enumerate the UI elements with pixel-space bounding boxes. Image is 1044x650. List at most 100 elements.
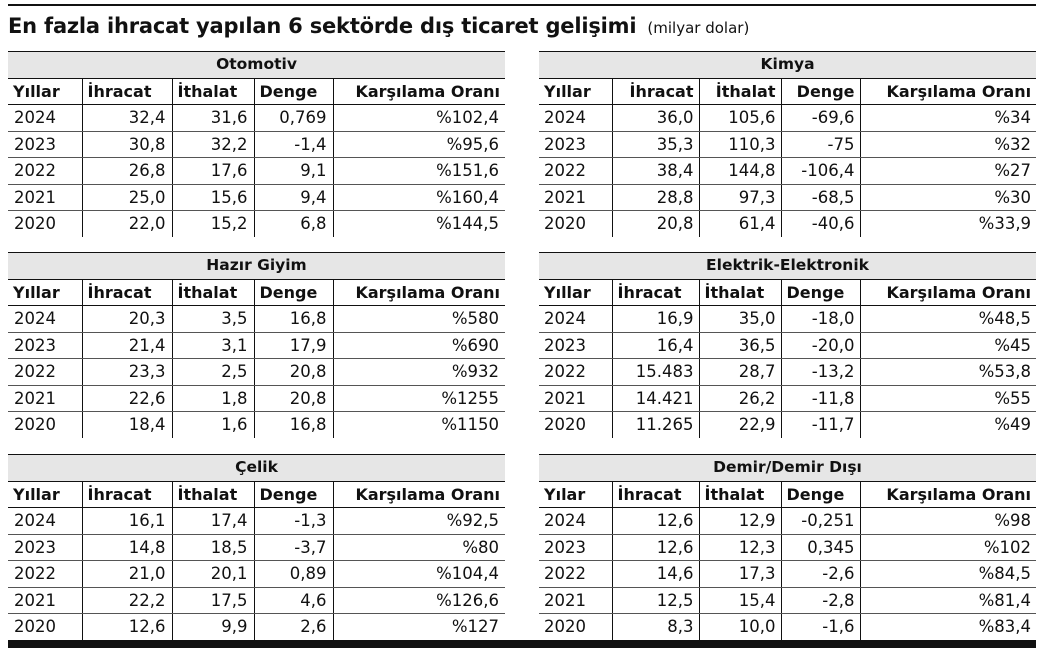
cell-imports: 2,5: [171, 358, 254, 386]
cell-imports: 105,6: [698, 104, 781, 132]
cell-coverage: %690: [332, 332, 506, 359]
cell-imports: 110,3: [698, 131, 781, 158]
cell-coverage: %104,4: [332, 560, 506, 588]
cell-imports: 15,4: [698, 587, 781, 614]
cell-year: 2020: [544, 415, 586, 434]
cell-exports: 11.265: [611, 411, 699, 438]
col-header-balance: Denge: [780, 279, 860, 306]
table-row: 2022 21,0 20,1 0,89 %104,4: [8, 560, 506, 588]
table-row: 2020 8,3 10,0 -1,6 %83,4: [539, 613, 1036, 640]
cell-year: 2020: [544, 617, 586, 636]
table-row: 2021 28,8 97,3 -68,5 %30: [539, 184, 1037, 211]
sector-title: Hazır Giyim: [8, 252, 506, 280]
col-header-balance: Denge: [253, 78, 333, 105]
cell-year: 2023: [8, 534, 82, 561]
col-header-balance: Denge: [253, 481, 333, 508]
col-header-years: Yıllar: [539, 279, 612, 306]
table-row: 2021 12,5 15,4 -2,8 %81,4: [539, 587, 1036, 614]
cell-coverage: %92,5: [332, 507, 506, 535]
cell-year: 2021: [8, 587, 82, 614]
table-row: 2021 14.421 26,2 -11,8 %55: [539, 385, 1037, 412]
table-kimya: Kimya Yıllar İhracat İthalat Denge Karşı…: [539, 51, 1037, 237]
table-row: 2022 23,3 2,5 20,8 %932: [8, 358, 506, 386]
cell-imports: 3,5: [171, 305, 254, 333]
col-header-coverage: Karşılama Oranı: [332, 481, 506, 508]
col-header-imports: İthalat: [171, 481, 254, 508]
cell-coverage: %1150: [332, 411, 506, 438]
cell-balance: -11,8: [780, 385, 860, 412]
sector-title: Demir/Demir Dışı: [539, 454, 1036, 482]
sector-title: Kimya: [539, 51, 1037, 79]
cell-exports: 26,8: [81, 157, 172, 185]
table-row: 2020 22,0 15,2 6,8 %144,5: [8, 210, 506, 237]
table-row: 2020 12,6 9,9 2,6 %127: [8, 613, 506, 640]
trade-table: Demir/Demir Dışı Yılar İhracat İthalat D…: [539, 454, 1036, 640]
table-row: 2022 15.483 28,7 -13,2 %53,8: [539, 358, 1037, 386]
table-otomotiv: Otomotiv Yıllar İhracat İthalat Denge Ka…: [8, 51, 506, 237]
cell-imports: 17,3: [698, 560, 781, 588]
cell-imports: 9,9: [171, 613, 254, 640]
cell-coverage: %45: [859, 332, 1037, 359]
col-header-imports: İthalat: [171, 78, 254, 105]
cell-exports: 30,8: [81, 131, 172, 158]
cell-coverage: %55: [859, 385, 1037, 412]
sector-title: Çelik: [8, 454, 506, 482]
cell-balance: 9,4: [253, 184, 333, 211]
cell-year: 2020: [14, 415, 56, 434]
col-header-imports: İthalat: [698, 279, 781, 306]
table-row: 2023 30,8 32,2 -1,4 %95,6: [8, 131, 506, 158]
table-row: 2020 20,8 61,4 -40,6 %33,9: [539, 210, 1037, 237]
cell-year: 2022: [539, 157, 612, 185]
cell-balance: 6,8: [253, 210, 333, 237]
table-row: 2021 22,2 17,5 4,6 %126,6: [8, 587, 506, 614]
cell-imports: 15,6: [171, 184, 254, 211]
cell-imports: 12,3: [698, 534, 781, 561]
cell-year: 2023: [539, 131, 612, 158]
cell-balance: -106,4: [780, 157, 860, 185]
cell-imports: 17,6: [171, 157, 254, 185]
cell-coverage: %84,5: [859, 560, 1036, 588]
cell-exports: 18,4: [81, 411, 172, 438]
cell-exports: 22,0: [81, 210, 172, 237]
cell-coverage: %126,6: [332, 587, 506, 614]
cell-year: 2020: [544, 214, 586, 233]
cell-year: 2024: [8, 104, 82, 132]
cell-balance: 0,89: [253, 560, 333, 588]
cell-year: 2023: [539, 534, 612, 561]
cell-balance: -3,7: [253, 534, 333, 561]
cell-imports: 12,9: [698, 507, 781, 535]
cell-coverage: %1255: [332, 385, 506, 412]
cell-exports: 35,3: [611, 131, 699, 158]
table-elektrik-elektronik: Elektrik-Elektronik Yıllar İhracat İthal…: [539, 252, 1037, 438]
cell-exports: 14,6: [611, 560, 699, 588]
table-hazir-giyim: Hazır Giyim Yıllar İhracat İthalat Denge…: [8, 252, 506, 438]
cell-coverage: %30: [859, 184, 1037, 211]
cell-imports: 31,6: [171, 104, 254, 132]
cell-imports: 144,8: [698, 157, 781, 185]
table-row: 2024 12,6 12,9 -0,251 %98: [539, 507, 1036, 535]
col-header-coverage: Karşılama Oranı: [859, 481, 1036, 508]
cell-exports: 20,8: [611, 210, 699, 237]
cell-exports: 25,0: [81, 184, 172, 211]
cell-balance: -2,8: [780, 587, 860, 614]
cell-imports: 26,2: [698, 385, 781, 412]
bottom-rule: [8, 640, 1036, 648]
cell-exports: 12,6: [611, 534, 699, 561]
cell-imports: 15,2: [171, 210, 254, 237]
cell-coverage: %144,5: [332, 210, 506, 237]
cell-imports: 32,2: [171, 131, 254, 158]
cell-year: 2022: [8, 560, 82, 588]
cell-exports: 8,3: [611, 613, 699, 640]
table-row: 2023 14,8 18,5 -3,7 %80: [8, 534, 506, 561]
cell-coverage: %160,4: [332, 184, 506, 211]
cell-exports: 21,4: [81, 332, 172, 359]
col-header-balance: Denge: [780, 78, 860, 105]
col-header-coverage: Karşılama Oranı: [332, 279, 506, 306]
cell-imports: 20,1: [171, 560, 254, 588]
table-row: 2024 36,0 105,6 -69,6 %34: [539, 104, 1037, 132]
cell-balance: 9,1: [253, 157, 333, 185]
cell-year: 2021: [8, 385, 82, 412]
cell-coverage: %27: [859, 157, 1037, 185]
cell-balance: -68,5: [780, 184, 860, 211]
table-row: 2020 11.265 22,9 -11,7 %49: [539, 411, 1037, 438]
